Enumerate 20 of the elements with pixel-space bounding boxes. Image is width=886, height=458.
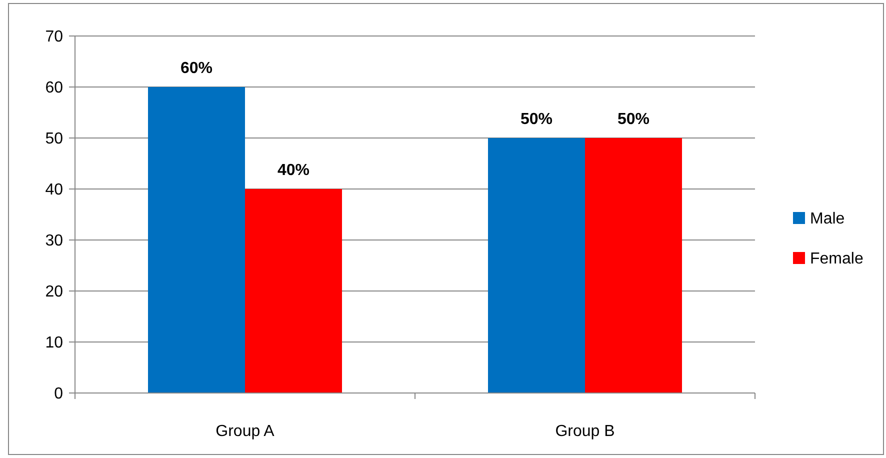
data-label: 60% xyxy=(180,60,213,77)
y-tick-label: 20 xyxy=(45,284,64,301)
x-tick-label: Group B xyxy=(555,423,615,440)
bar xyxy=(488,138,585,393)
y-tick-label: 30 xyxy=(45,232,64,250)
y-tick-label: 10 xyxy=(45,334,64,352)
data-label: 50% xyxy=(617,111,650,128)
y-tick-label: 70 xyxy=(45,28,64,46)
data-label: 40% xyxy=(277,162,310,179)
legend-label: Male xyxy=(810,210,845,228)
y-tick-label: 60 xyxy=(45,80,64,97)
data-label: 50% xyxy=(520,111,553,128)
legend-label: Female xyxy=(810,250,864,268)
x-tick-label: Group A xyxy=(216,423,275,440)
y-tick-label: 0 xyxy=(54,386,64,403)
bar xyxy=(148,87,245,393)
bar xyxy=(585,138,682,393)
y-tick-label: 40 xyxy=(45,182,64,199)
bar xyxy=(245,189,342,393)
y-tick-label: 50 xyxy=(45,130,64,148)
